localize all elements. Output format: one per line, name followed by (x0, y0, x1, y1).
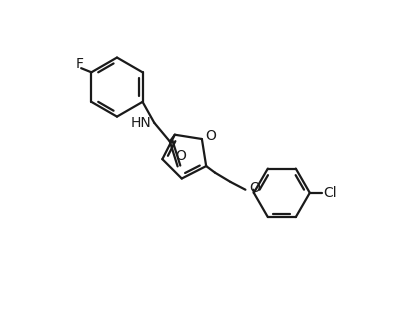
Text: O: O (249, 181, 260, 195)
Text: HN: HN (131, 116, 152, 130)
Text: Cl: Cl (323, 186, 337, 200)
Text: O: O (175, 149, 186, 163)
Text: O: O (206, 129, 217, 143)
Text: F: F (76, 57, 83, 71)
